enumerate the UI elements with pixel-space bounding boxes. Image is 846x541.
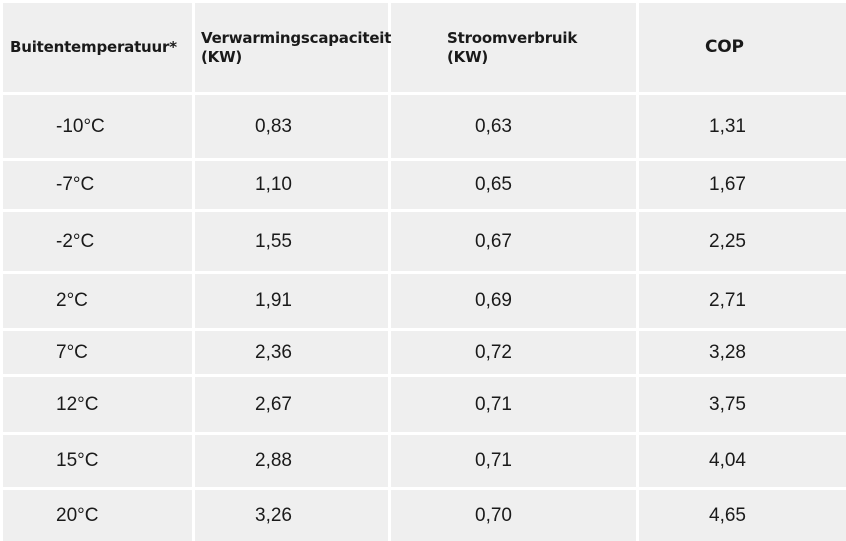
cell-power-consumption: 0,71	[391, 377, 636, 432]
cell-power-consumption: 0,63	[391, 95, 636, 158]
cell-temperature: -7°C	[3, 161, 192, 209]
header-label: Verwarmingscapaciteit (KW)	[201, 28, 392, 66]
cell-temperature: 12°C	[3, 377, 192, 432]
header-outdoor-temperature: Buitentemperatuur*	[3, 3, 192, 92]
header-cop: COP	[639, 3, 846, 92]
header-power-consumption: Stroomverbruik (KW)	[391, 3, 636, 92]
cell-temperature: 7°C	[3, 331, 192, 374]
cell-cop: 4,04	[639, 435, 846, 487]
cell-power-consumption: 0,70	[391, 490, 636, 541]
cell-heating-capacity: 2,67	[195, 377, 388, 432]
header-label: COP	[705, 37, 744, 57]
cell-cop: 1,31	[639, 95, 846, 158]
cell-power-consumption: 0,67	[391, 212, 636, 271]
cell-power-consumption: 0,72	[391, 331, 636, 374]
cell-temperature: 2°C	[3, 274, 192, 328]
cell-temperature: -10°C	[3, 95, 192, 158]
cell-cop: 3,75	[639, 377, 846, 432]
cell-cop: 4,65	[639, 490, 846, 541]
header-label: Buitentemperatuur*	[10, 38, 177, 56]
cell-cop: 2,25	[639, 212, 846, 271]
cell-power-consumption: 0,65	[391, 161, 636, 209]
cell-heating-capacity: 0,83	[195, 95, 388, 158]
header-heating-capacity: Verwarmingscapaciteit (KW)	[195, 3, 392, 92]
cell-temperature: -2°C	[3, 212, 192, 271]
cell-power-consumption: 0,71	[391, 435, 636, 487]
cell-heating-capacity: 1,91	[195, 274, 388, 328]
cell-heating-capacity: 1,10	[195, 161, 388, 209]
cell-temperature: 15°C	[3, 435, 192, 487]
header-label: Stroomverbruik (KW)	[447, 28, 578, 66]
cell-cop: 2,71	[639, 274, 846, 328]
cell-power-consumption: 0,69	[391, 274, 636, 328]
cell-heating-capacity: 3,26	[195, 490, 388, 541]
specs-table: Buitentemperatuur* Verwarmingscapaciteit…	[3, 3, 846, 541]
cell-cop: 3,28	[639, 331, 846, 374]
cell-cop: 1,67	[639, 161, 846, 209]
cell-temperature: 20°C	[3, 490, 192, 541]
cell-heating-capacity: 1,55	[195, 212, 388, 271]
cell-heating-capacity: 2,36	[195, 331, 388, 374]
cell-heating-capacity: 2,88	[195, 435, 388, 487]
